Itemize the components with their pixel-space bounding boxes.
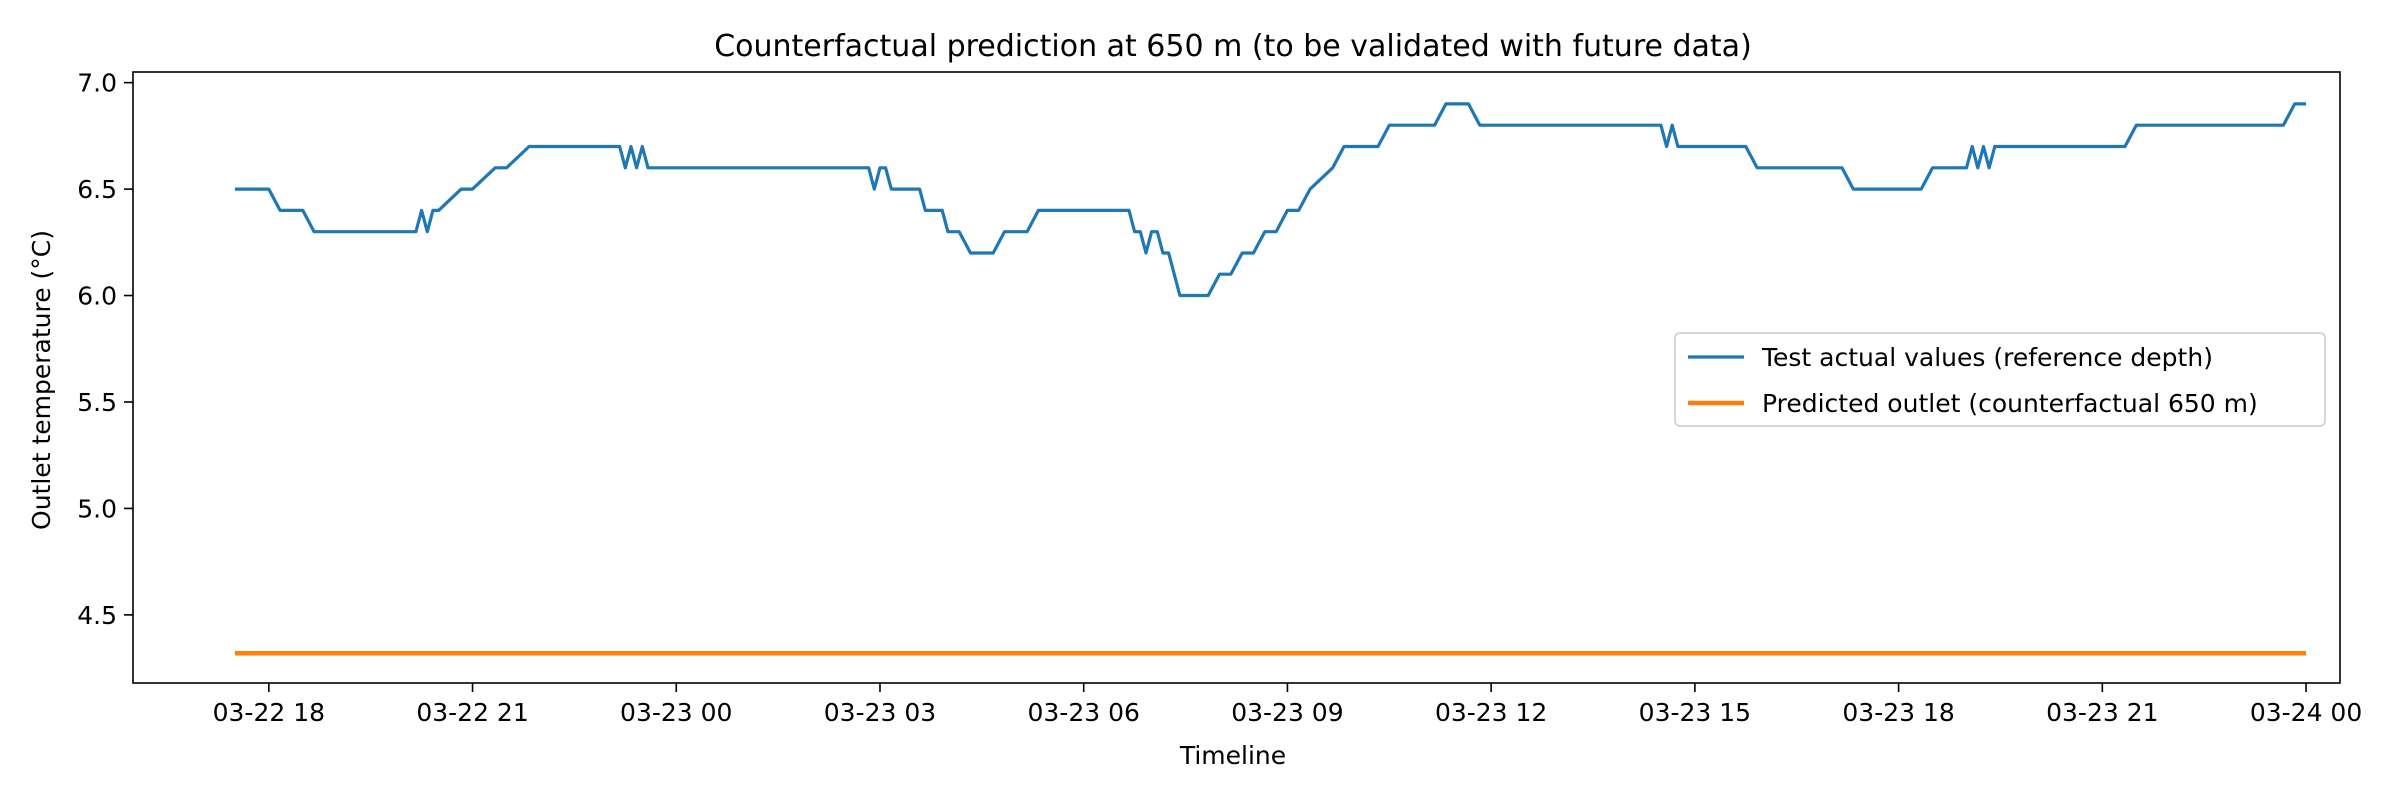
x-tick-label: 03-22 21 <box>416 698 528 727</box>
y-tick-label: 4.5 <box>77 601 117 630</box>
series-line-1 <box>234 102 2306 298</box>
x-tick-label: 03-23 12 <box>1435 698 1547 727</box>
y-axis: 4.5 5.0 5.5 6.0 6.5 7.0 <box>77 69 133 630</box>
x-axis-label: Timeline <box>1179 741 1286 770</box>
plot-area-frame <box>132 71 2341 684</box>
y-tick-label: 5.5 <box>77 388 117 417</box>
legend-entry-label: Predicted outlet (counterfactual 650 m) <box>1762 389 2258 418</box>
x-tick-label: 03-24 00 <box>2250 698 2362 727</box>
x-tick-label: 03-23 15 <box>1639 698 1751 727</box>
x-tick-label: 03-22 18 <box>213 698 325 727</box>
y-tick-label: 6.0 <box>77 282 117 311</box>
legend-entry-label: Test actual values (reference depth) <box>1761 343 2213 372</box>
x-axis: 03-22 18 03-22 21 03-23 00 03-23 03 03-23 06… <box>213 683 2362 727</box>
y-tick-label: 6.5 <box>77 175 117 204</box>
y-tick-label: 5.0 <box>77 494 117 523</box>
chart-title: Counterfactual prediction at 650 m (to b… <box>714 29 1752 64</box>
y-tick-label: 7.0 <box>77 69 117 98</box>
series-layer <box>234 102 2306 656</box>
legend: Test actual values (reference depth) Pred… <box>1674 332 2326 427</box>
legend-box <box>1674 332 2326 427</box>
x-tick-label: 03-23 18 <box>1842 698 1954 727</box>
x-tick-label: 03-23 06 <box>1028 698 1140 727</box>
x-tick-label: 03-23 03 <box>824 698 936 727</box>
x-tick-label: 03-23 21 <box>2046 698 2158 727</box>
x-tick-label: 03-23 00 <box>620 698 732 727</box>
y-axis-label: Outlet temperature (°C) <box>27 230 56 530</box>
x-tick-label: 03-23 09 <box>1231 698 1343 727</box>
